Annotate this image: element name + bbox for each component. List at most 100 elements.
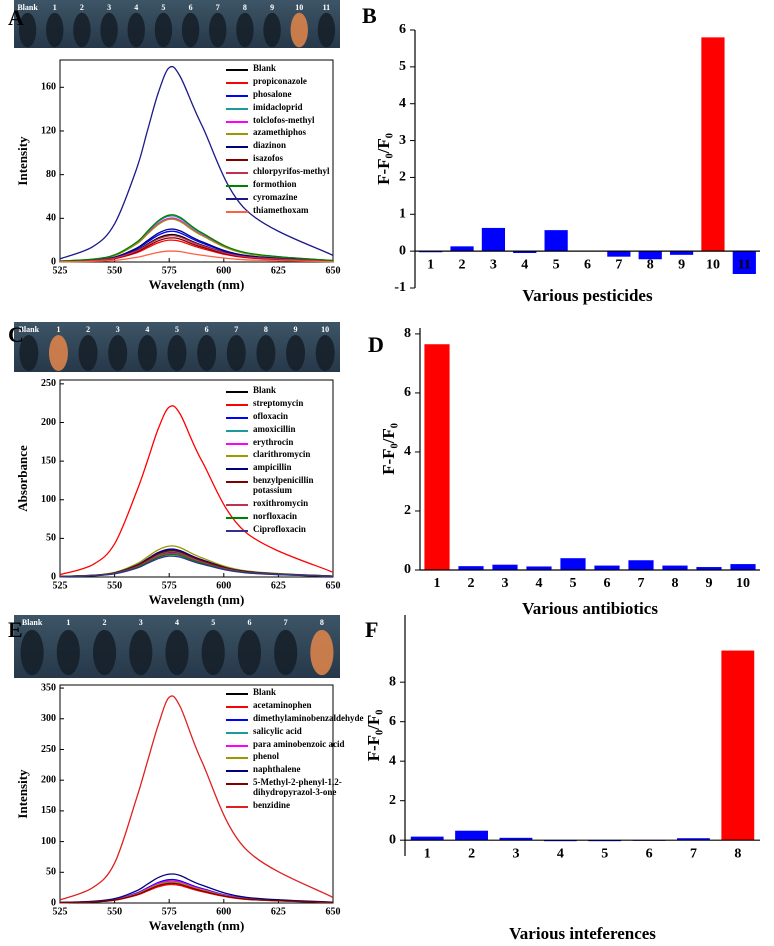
legend-swatch <box>226 455 248 458</box>
well <box>20 629 44 676</box>
bar <box>526 566 552 570</box>
legend-entry: benzidine <box>226 800 345 811</box>
x-tick-label: 6 <box>646 846 653 861</box>
well <box>165 629 189 676</box>
x-axis-label: Wavelength (nm) <box>149 592 245 607</box>
photo-label: 7 <box>216 3 220 12</box>
bar <box>499 837 533 841</box>
photo-label: 1 <box>56 325 60 334</box>
x-tick-label: 10 <box>706 257 720 272</box>
well <box>19 335 39 371</box>
x-tick-label: 3 <box>502 576 509 591</box>
legend-label: cyromazine <box>253 191 298 202</box>
y-tick-label: 0 <box>399 243 406 258</box>
well <box>108 335 128 371</box>
photo-label: Blank <box>17 3 38 12</box>
well <box>137 335 157 371</box>
well <box>315 335 335 371</box>
x-tick-label: 7 <box>638 576 645 591</box>
well <box>129 629 153 676</box>
y-tick-label: 300 <box>41 713 56 724</box>
x-tick-label: 2 <box>468 846 475 861</box>
legend-entry: phenol <box>226 752 345 762</box>
legend-label: ofloxacin <box>253 410 288 421</box>
spectrum-line <box>59 250 334 263</box>
photo-label: 5 <box>211 618 215 627</box>
y-tick-label: -1 <box>394 280 406 295</box>
legend-label: amoxicillin <box>253 423 296 434</box>
y-tick-label: 0 <box>389 832 396 847</box>
photo-label: 9 <box>270 3 274 12</box>
x-tick-label: 625 <box>271 906 286 917</box>
x-axis-label: Various pesticides <box>522 286 653 305</box>
y-axis-label: F-F₀/F₀ <box>374 133 393 185</box>
legend-swatch <box>226 403 248 406</box>
legend-swatch <box>226 429 248 432</box>
legend-label: acetaminophen <box>253 699 312 710</box>
bar <box>450 246 474 252</box>
x-tick-label: 9 <box>706 576 713 591</box>
x-tick-label: 600 <box>216 580 231 591</box>
x-tick-label: 5 <box>553 257 560 272</box>
legend-entry: formothion <box>226 179 345 190</box>
legend-swatch <box>226 757 248 760</box>
well <box>127 12 145 48</box>
y-tick-label: 50 <box>46 533 56 544</box>
x-tick-label: 625 <box>271 580 286 591</box>
x-tick-label: 2 <box>459 257 466 272</box>
x-tick-label: 650 <box>326 580 341 591</box>
spectrum-line <box>59 881 334 904</box>
legend-label: azamethiphos <box>253 127 307 138</box>
well <box>154 12 173 48</box>
well <box>290 12 308 48</box>
y-tick-label: 6 <box>389 714 396 729</box>
legend-swatch <box>226 210 248 213</box>
legend: Blank propiconazole phosalone imidacloprid t… <box>226 63 345 219</box>
well <box>181 12 200 48</box>
plot-frame <box>59 379 334 578</box>
legend-swatch <box>226 705 248 708</box>
x-tick-label: 1 <box>427 257 434 272</box>
photo-label: Blank <box>19 325 40 334</box>
bar <box>696 567 722 570</box>
legend-swatch <box>226 693 248 695</box>
legend-entry: Blank <box>226 687 345 698</box>
x-tick-label: 5 <box>601 846 608 861</box>
photo-label: 9 <box>294 325 298 334</box>
legend-label: Blank <box>253 385 277 395</box>
legend-entry: salicylic acid <box>226 726 345 737</box>
x-tick-label: 4 <box>536 576 543 591</box>
legend-label: naphthalene <box>253 764 301 775</box>
legend-entry: 5-Methyl-2-phenyl-1,2-dihydropyrazol-3-o… <box>226 777 345 798</box>
legend-swatch <box>226 197 248 200</box>
photo-label: 4 <box>134 3 138 12</box>
legend-label: diazinon <box>253 140 287 151</box>
bar <box>721 650 755 841</box>
bar <box>594 565 620 570</box>
y-tick-label: 0 <box>51 571 56 582</box>
x-tick-label: 7 <box>690 846 697 861</box>
well <box>226 335 246 371</box>
bar <box>669 251 694 255</box>
y-tick-label: 6 <box>399 22 406 37</box>
photo-label: 6 <box>205 325 209 334</box>
bar <box>410 836 444 841</box>
x-tick-label: 6 <box>604 576 611 591</box>
well <box>167 335 187 371</box>
x-tick-label: 9 <box>678 257 685 272</box>
legend-label: para aminobenzoic acid <box>253 738 345 749</box>
legend-label: formothion <box>253 179 297 190</box>
photo-label: 2 <box>103 618 107 627</box>
spectrum-line <box>59 695 334 901</box>
legend-entry: chlorpyrifos-methyl <box>226 166 345 177</box>
x-tick-label: 575 <box>162 265 177 276</box>
x-tick-label: 4 <box>521 257 528 272</box>
legend-swatch <box>226 133 248 136</box>
bar <box>628 560 654 570</box>
x-tick-label: 650 <box>326 906 341 917</box>
legend-entry: azamethiphos <box>226 128 345 138</box>
x-tick-label: 11 <box>738 257 751 272</box>
y-tick-label: 250 <box>41 744 56 755</box>
x-tick-label: 575 <box>162 906 177 917</box>
y-tick-label: 100 <box>41 494 56 505</box>
